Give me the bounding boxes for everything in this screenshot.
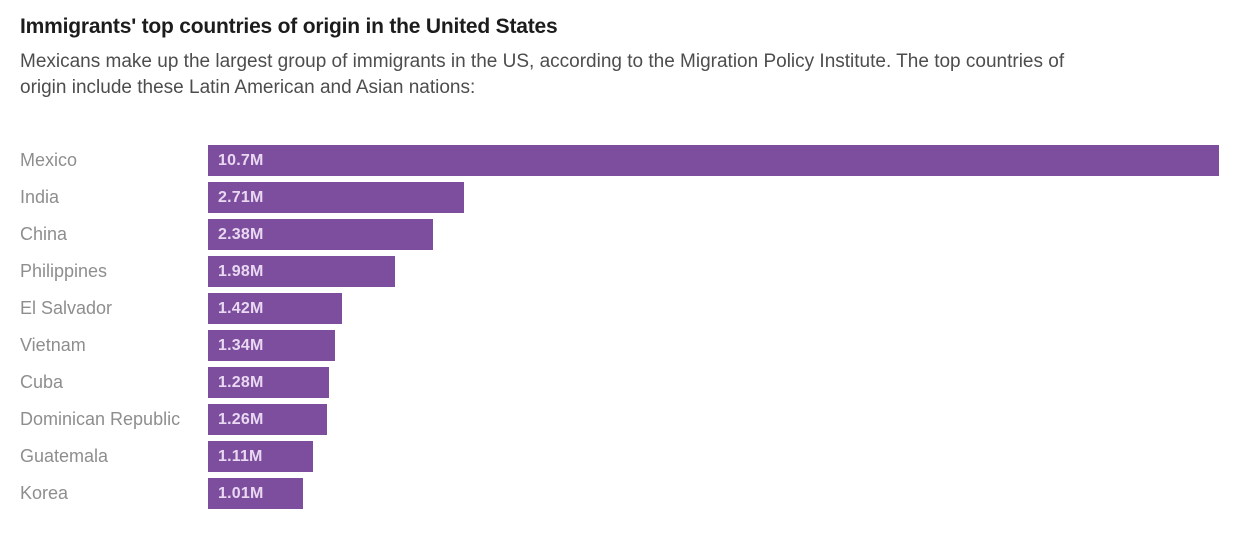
bar-track: 2.71M [208, 182, 1219, 214]
category-label: Mexico [20, 150, 78, 171]
bar-track: 1.98M [208, 256, 1219, 288]
category-label: Dominican Republic [20, 409, 181, 430]
bar-track: 2.38M [208, 219, 1219, 251]
chart-row: China 2.38M [20, 219, 1219, 251]
chart-row: Cuba 1.28M [20, 367, 1219, 399]
category-label: Guatemala [20, 446, 109, 467]
chart-row: Korea 1.01M [20, 478, 1219, 510]
category-label: Philippines [20, 261, 108, 282]
category-label: Korea [20, 483, 69, 504]
bar: 1.01M [208, 478, 304, 510]
bar-value-label: 1.26M [218, 410, 264, 428]
category-label: Cuba [20, 372, 64, 393]
bar: 10.7M [208, 145, 1219, 177]
bar-track: 1.42M [208, 293, 1219, 325]
chart-row: India 2.71M [20, 182, 1219, 214]
bar: 1.42M [208, 293, 343, 325]
chart-row: Philippines 1.98M [20, 256, 1219, 288]
bar: 1.28M [208, 367, 329, 399]
bar-track: 1.11M [208, 441, 1219, 473]
chart-row: Vietnam 1.34M [20, 330, 1219, 362]
bar: 1.34M [208, 330, 335, 362]
bar-value-label: 2.38M [218, 225, 264, 243]
category-label: China [20, 224, 68, 245]
bar: 1.26M [208, 404, 328, 436]
category-label: Vietnam [20, 335, 86, 356]
bar-track: 1.26M [208, 404, 1219, 436]
chart-title: Immigrants' top countries of origin in t… [20, 15, 558, 38]
bar-track: 1.01M [208, 478, 1219, 510]
bar: 1.11M [208, 441, 313, 473]
bar: 1.98M [208, 256, 396, 288]
chart-row: El Salvador 1.42M [20, 293, 1219, 325]
bar-value-label: 1.98M [218, 262, 264, 280]
bar-chart: Mexico 10.7M India 2.71M China 2.38M Philippin… [20, 145, 1219, 510]
bar-value-label: 1.01M [218, 484, 264, 502]
bar-track: 1.28M [208, 367, 1219, 399]
category-label: India [20, 187, 60, 208]
bar-value-label: 1.34M [218, 336, 264, 354]
chart-row: Guatemala 1.11M [20, 441, 1219, 473]
chart-row: Dominican Republic 1.26M [20, 404, 1219, 436]
bar-value-label: 1.11M [218, 447, 263, 465]
bar-track: 10.7M [208, 145, 1219, 177]
bar-value-label: 2.71M [218, 188, 264, 206]
chart-subtitle: Mexicans make up the largest group of im… [20, 51, 1065, 99]
bar-value-label: 10.7M [218, 151, 264, 169]
bar: 2.71M [208, 182, 465, 214]
bar-value-label: 1.28M [218, 373, 264, 391]
bar: 2.38M [208, 219, 433, 251]
bar-track: 1.34M [208, 330, 1219, 362]
category-label: El Salvador [20, 298, 113, 319]
bar-value-label: 1.42M [218, 299, 264, 317]
chart-row: Mexico 10.7M [20, 145, 1219, 177]
